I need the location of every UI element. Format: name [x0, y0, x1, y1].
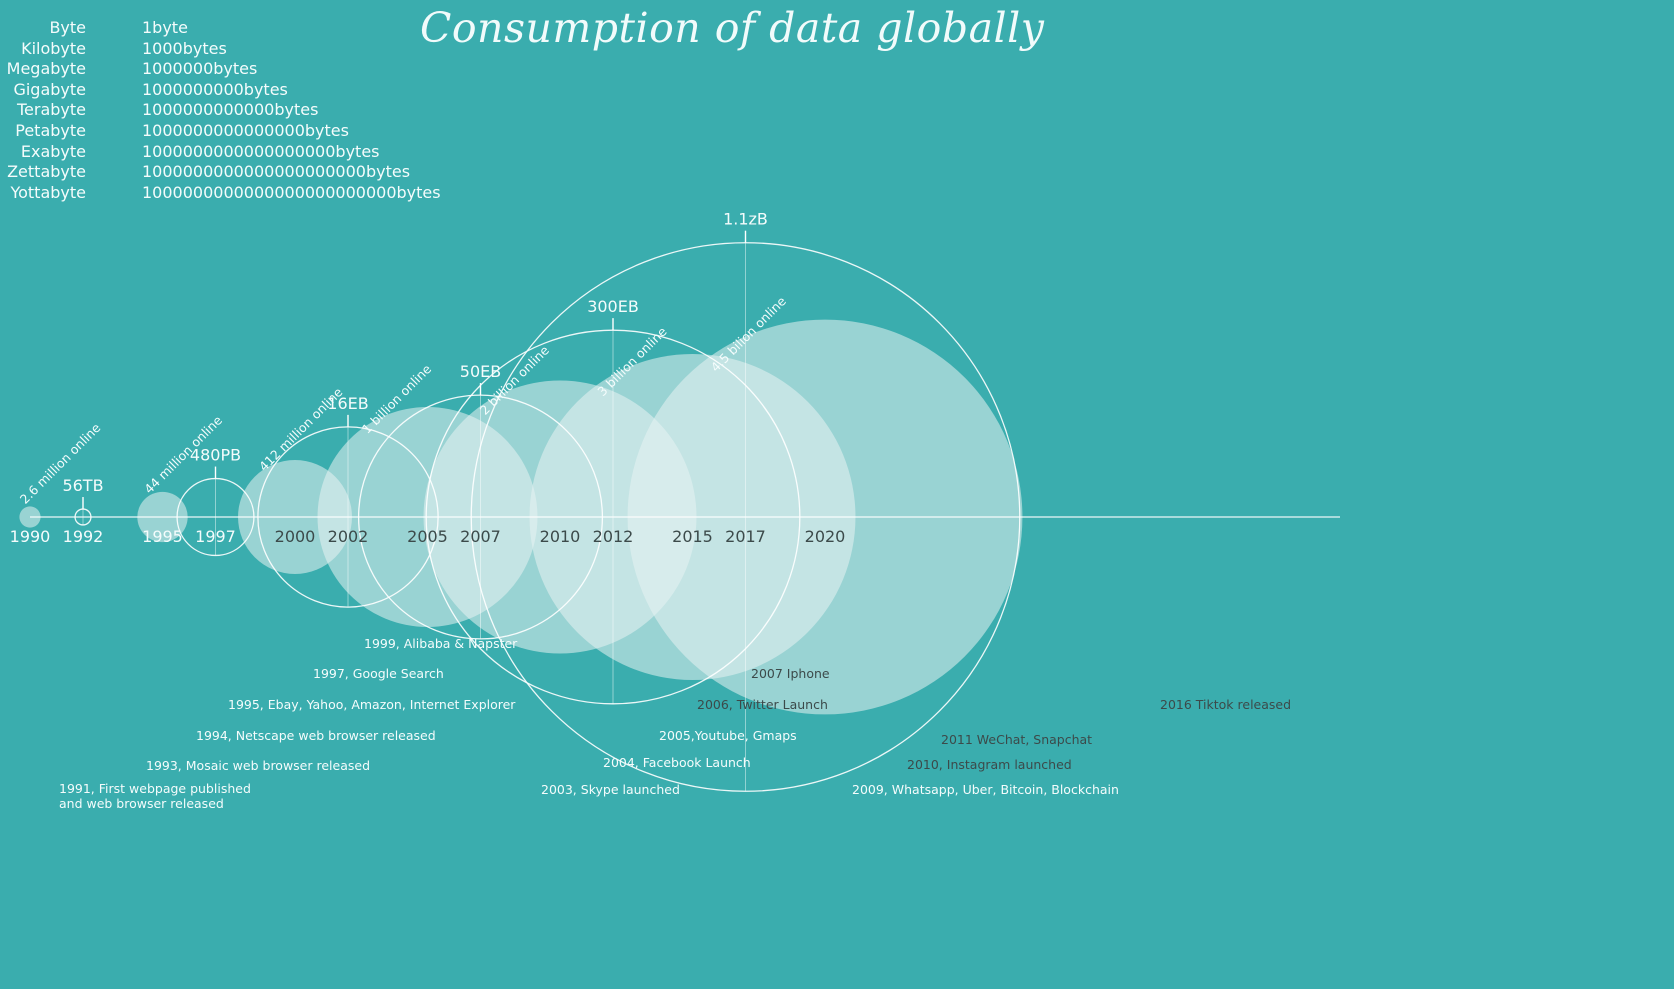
event-annotation-line: 2006, Twitter Launch	[697, 697, 828, 712]
chart-title: Consumption of data globally	[420, 4, 1045, 52]
event-annotation: 1997, Google Search	[313, 666, 444, 681]
event-annotation-line: 1999, Alibaba & Napster	[364, 636, 518, 651]
event-annotation-line: 2004, Facebook Launch	[603, 755, 751, 770]
event-annotation: 2005,Youtube, Gmaps	[659, 728, 797, 743]
year-tick-label: 1990	[10, 527, 51, 546]
year-tick-label: 1995	[142, 527, 183, 546]
year-tick-label: 2015	[672, 527, 713, 546]
event-annotation-line: 1994, Netscape web browser released	[196, 728, 436, 743]
unit-name: Kilobyte	[21, 38, 86, 58]
year-tick-label: 2012	[593, 527, 634, 546]
data-volume-label: 480PB	[190, 446, 241, 465]
event-annotation-line: 2010, Instagram launched	[907, 757, 1072, 772]
event-annotation-line: 1991, First webpage published	[59, 781, 251, 796]
event-annotation: 1993, Mosaic web browser released	[146, 758, 370, 773]
event-annotation: 1991, First webpage published and web bro…	[59, 781, 251, 811]
unit-value: 1000bytes	[142, 38, 227, 58]
event-annotation-line: 2007 Iphone	[751, 666, 830, 681]
event-annotation: 2007 Iphone	[751, 666, 830, 681]
event-annotation: 2011 WeChat, Snapchat	[941, 732, 1092, 747]
unit-value: 1000000000bytes	[142, 79, 288, 99]
unit-name: Terabyte	[16, 100, 86, 120]
event-annotation: 1994, Netscape web browser released	[196, 728, 436, 743]
data-volume-label: 300EB	[587, 297, 639, 316]
event-annotation: 1995, Ebay, Yahoo, Amazon, Internet Expl…	[228, 697, 516, 712]
data-volume-label: 56TB	[62, 476, 103, 495]
event-annotation-line: and web browser released	[59, 796, 224, 811]
unit-name: Yottabyte	[10, 182, 86, 202]
event-annotation-line: 2005,Youtube, Gmaps	[659, 728, 797, 743]
unit-name: Zettabyte	[7, 162, 86, 182]
year-tick-label: 2000	[275, 527, 316, 546]
year-tick-label: 2007	[460, 527, 501, 546]
year-tick-label: 2002	[328, 527, 369, 546]
event-annotation-line: 2011 WeChat, Snapchat	[941, 732, 1092, 747]
unit-value: 1000000000000000000000bytes	[142, 162, 411, 182]
event-annotation-line: 1997, Google Search	[313, 666, 444, 681]
unit-name: Gigabyte	[13, 79, 86, 99]
event-annotation-line: 1995, Ebay, Yahoo, Amazon, Internet Expl…	[228, 697, 516, 712]
event-annotation-line: 2016 Tiktok released	[1160, 697, 1291, 712]
year-tick-label: 1997	[195, 527, 236, 546]
year-tick-label: 2017	[725, 527, 766, 546]
event-annotation: 2003, Skype launched	[541, 782, 680, 797]
unit-value: 1000000000000000bytes	[142, 120, 349, 140]
event-annotation-line: 1993, Mosaic web browser released	[146, 758, 370, 773]
year-tick-label: 2020	[805, 527, 846, 546]
event-annotation: 2006, Twitter Launch	[697, 697, 828, 712]
unit-name: Petabyte	[15, 120, 86, 140]
unit-value: 1000000000000000000bytes	[142, 141, 380, 161]
data-volume-label: 1.1zB	[723, 210, 768, 229]
unit-value: 1000000000000bytes	[142, 100, 319, 120]
event-annotation-line: 2009, Whatsapp, Uber, Bitcoin, Blockchai…	[852, 782, 1119, 797]
event-annotation: 2009, Whatsapp, Uber, Bitcoin, Blockchai…	[852, 782, 1119, 797]
event-annotation: 2016 Tiktok released	[1160, 697, 1291, 712]
year-tick-label: 2010	[540, 527, 581, 546]
event-annotation: 2004, Facebook Launch	[603, 755, 751, 770]
data-volume-label: 50EB	[460, 362, 501, 381]
year-tick-label: 1992	[63, 527, 104, 546]
data-volume-label: 16EB	[327, 394, 368, 413]
unit-name: Megabyte	[6, 59, 86, 79]
event-annotation: 1999, Alibaba & Napster	[364, 636, 518, 651]
unit-name: Exabyte	[20, 141, 86, 161]
unit-value: 1000000000000000000000000bytes	[142, 182, 441, 202]
unit-value: 1000000bytes	[142, 59, 258, 79]
event-annotation: 2010, Instagram launched	[907, 757, 1072, 772]
unit-name: Byte	[49, 18, 86, 37]
year-tick-label: 2005	[407, 527, 448, 546]
data-volume-rings	[74, 230, 1021, 792]
event-annotation-line: 2003, Skype launched	[541, 782, 680, 797]
unit-value: 1byte	[142, 18, 188, 37]
